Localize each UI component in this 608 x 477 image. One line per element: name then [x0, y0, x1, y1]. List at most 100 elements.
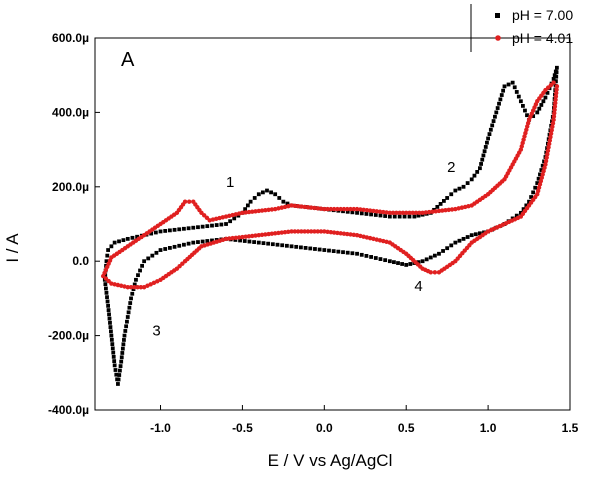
data-point [109, 337, 114, 342]
data-point [120, 351, 125, 355]
data-point [550, 121, 556, 126]
data-point [392, 260, 396, 265]
data-point [506, 82, 511, 87]
data-point [469, 233, 474, 238]
data-point [387, 240, 393, 245]
data-point [263, 232, 268, 237]
data-point [210, 223, 214, 228]
data-point [449, 192, 454, 197]
data-point [383, 214, 388, 218]
data-point [138, 285, 144, 290]
data-point [535, 110, 540, 115]
series-ph7 [102, 65, 559, 386]
data-point [482, 149, 487, 154]
data-point [121, 238, 126, 243]
data-point [281, 199, 286, 204]
data-point [275, 242, 280, 247]
data-point [243, 234, 248, 239]
data-point [186, 226, 191, 231]
data-point [227, 236, 232, 241]
data-point [430, 209, 435, 214]
data-point [325, 206, 330, 212]
data-point [539, 175, 544, 180]
data-point [103, 273, 108, 278]
data-point [466, 203, 471, 209]
data-point [315, 206, 320, 211]
data-point [299, 229, 304, 234]
data-point [428, 255, 433, 260]
data-point [270, 242, 275, 247]
data-point [400, 262, 405, 266]
data-point [242, 239, 247, 243]
data-point [163, 247, 168, 251]
data-point [246, 234, 252, 239]
data-point [535, 181, 540, 185]
data-point [523, 130, 528, 136]
data-point [548, 134, 553, 140]
data-point [331, 206, 337, 212]
data-point [426, 209, 432, 215]
data-point [135, 234, 140, 239]
data-point [538, 172, 542, 177]
data-point [130, 235, 135, 240]
data-point [125, 319, 129, 324]
data-point [536, 176, 541, 181]
data-point [358, 207, 363, 212]
data-point [456, 206, 461, 211]
data-point [115, 377, 120, 382]
data-point [519, 144, 524, 149]
x-tick-label: 0.0 [316, 421, 333, 435]
data-point [280, 243, 285, 248]
data-point [158, 248, 163, 252]
data-point [404, 210, 409, 216]
data-point [196, 240, 200, 244]
data-point [478, 231, 482, 236]
data-point [118, 364, 123, 369]
data-point [236, 213, 241, 218]
data-point [518, 147, 524, 152]
data-point [299, 245, 303, 250]
data-point [132, 282, 137, 287]
data-point [540, 163, 545, 168]
data-point [551, 80, 556, 85]
data-point [518, 99, 523, 104]
data-point [108, 320, 112, 325]
data-point [449, 243, 454, 248]
data-point [233, 235, 239, 240]
data-point [432, 270, 438, 275]
data-point [397, 214, 402, 219]
data-point [109, 244, 114, 249]
data-point [423, 210, 429, 215]
data-point [404, 263, 409, 267]
data-point [104, 259, 109, 264]
data-point [236, 235, 242, 240]
data-point [286, 229, 291, 235]
data-point [104, 290, 109, 295]
data-point [369, 212, 374, 217]
data-point [125, 285, 130, 290]
data-point [182, 199, 188, 204]
data-point [510, 80, 515, 85]
data-point [358, 233, 363, 239]
y-axis-label: I / A [3, 233, 22, 263]
data-point [462, 204, 468, 210]
data-point [122, 333, 127, 338]
data-point [252, 240, 257, 244]
data-point [465, 181, 470, 185]
data-point [238, 238, 242, 243]
data-point [552, 104, 558, 109]
data-point [109, 329, 113, 334]
data-point [554, 84, 560, 89]
data-point [132, 285, 137, 290]
data-point [106, 248, 111, 252]
data-point [335, 230, 340, 236]
data-point [461, 236, 466, 241]
data-point [250, 209, 255, 214]
data-point [552, 107, 557, 112]
data-point [487, 132, 492, 136]
data-point [538, 178, 544, 184]
data-point [111, 354, 116, 359]
y-axis-ticks: -400.0µ -200.0µ 0.0 200.0µ 400.0µ 600.0µ [48, 31, 100, 417]
legend: pH = 7.00 pH = 4.01 [470, 4, 573, 52]
data-point [318, 229, 324, 234]
